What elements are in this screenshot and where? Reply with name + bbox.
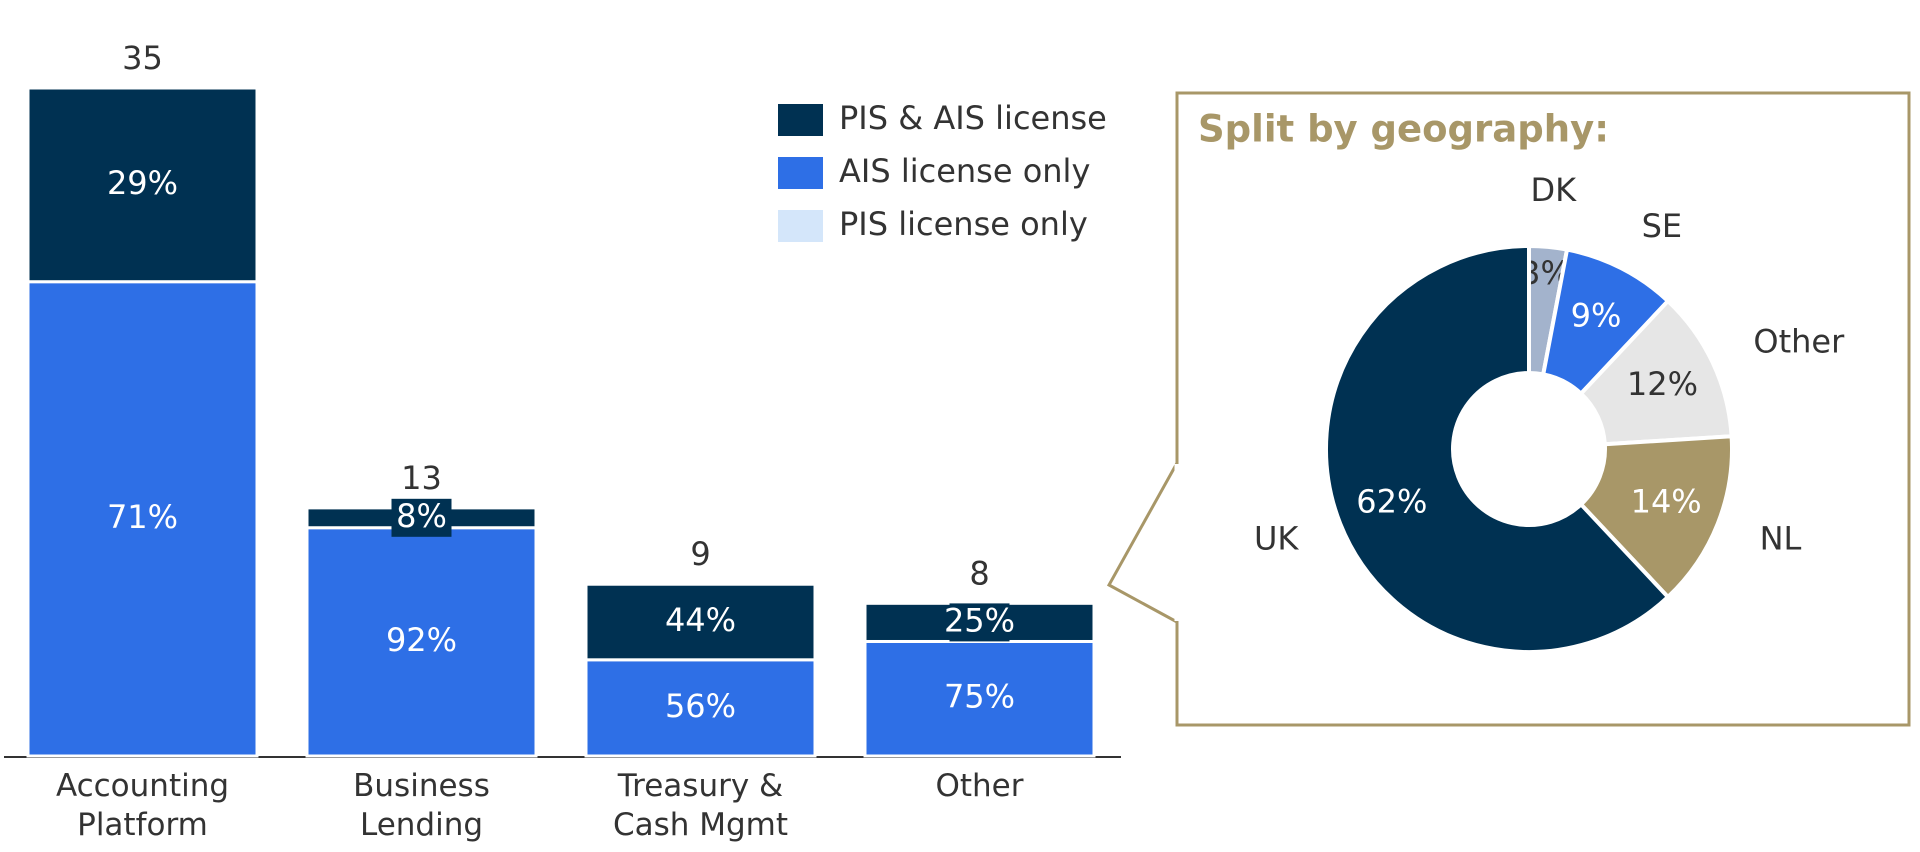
bar-value-label: 71%: [107, 498, 178, 536]
bar-value-label: 25%: [944, 601, 1015, 639]
donut-slice: [1578, 434, 1734, 600]
donut-category-label: DK: [1530, 171, 1577, 209]
legend-swatch: [778, 157, 823, 189]
legend-swatch: [778, 104, 823, 136]
bar-segment: [305, 526, 538, 758]
donut-value-label: 62%: [1356, 482, 1427, 520]
bar-segment: [863, 639, 1096, 758]
donut-slice: [1578, 298, 1734, 447]
donut-category-label: Other: [1753, 322, 1845, 360]
x-tick-label: Treasury & Cash Mgmt: [612, 768, 789, 843]
bar-value-label: 44%: [665, 601, 736, 639]
bar-total-label: 35: [122, 39, 163, 77]
bar-segment: [26, 86, 259, 284]
x-tick-label: Business Lending: [353, 768, 490, 843]
bar-segment: [584, 582, 817, 662]
legend-label: PIS license only: [839, 205, 1088, 243]
bar-total-label: 13: [401, 459, 442, 497]
donut-title: Split by geography:: [1198, 108, 1609, 151]
bar-total-label: 8: [969, 554, 989, 592]
bar-value-label: 56%: [665, 687, 736, 725]
donut-category-label: SE: [1642, 207, 1683, 245]
callout-box: [1175, 91, 1911, 727]
label-box: [949, 603, 1010, 642]
legend-label: AIS license only: [839, 152, 1090, 190]
donut-value-label: 12%: [1627, 365, 1698, 403]
donut-category-label: UK: [1254, 519, 1299, 557]
label-box: [391, 498, 452, 537]
donut-slice: [1323, 243, 1671, 654]
bar-value-label: 8%: [396, 497, 447, 535]
x-tick-label: Other: [935, 768, 1024, 804]
legend-swatch: [778, 210, 823, 242]
donut-value-label: 14%: [1631, 482, 1702, 520]
bar-value-label: 92%: [386, 621, 457, 659]
legend-label: PIS & AIS license: [839, 99, 1107, 137]
bar-segment: [26, 280, 259, 758]
bar-value-label: 29%: [107, 164, 178, 202]
callout-pointer: [1106, 462, 1179, 624]
donut-value-label: 9%: [1571, 297, 1622, 335]
bar-value-label: 75%: [944, 678, 1015, 716]
bar-total-label: 9: [690, 535, 710, 573]
donut-category-label: NL: [1760, 519, 1802, 557]
x-tick-label: Accounting Platform: [55, 768, 230, 843]
